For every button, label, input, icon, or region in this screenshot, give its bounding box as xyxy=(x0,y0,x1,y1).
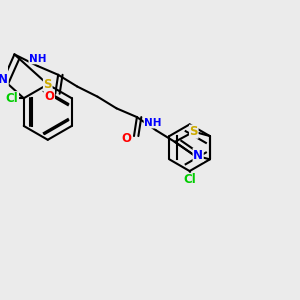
Text: S: S xyxy=(190,125,198,138)
Text: Cl: Cl xyxy=(6,92,19,105)
Text: Cl: Cl xyxy=(183,173,196,186)
Text: N: N xyxy=(0,73,8,86)
Text: N: N xyxy=(193,148,203,161)
Text: S: S xyxy=(44,78,52,91)
Text: O: O xyxy=(44,90,54,103)
Text: O: O xyxy=(122,133,132,146)
Text: NH: NH xyxy=(144,118,162,128)
Text: NH: NH xyxy=(29,54,46,64)
